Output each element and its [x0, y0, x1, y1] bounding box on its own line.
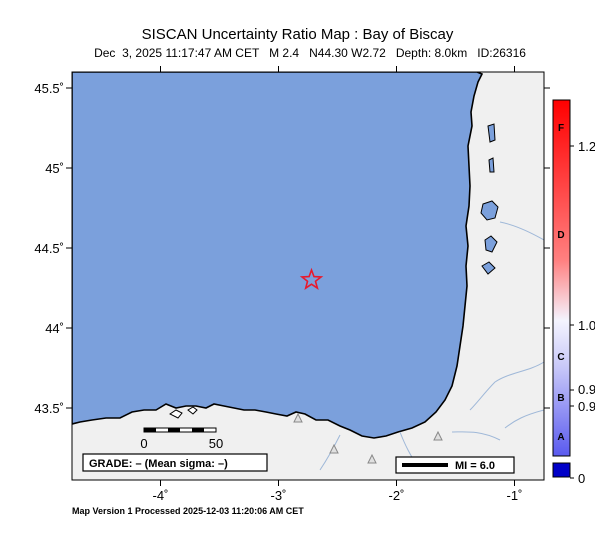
event-subtitle: Dec 3, 2025 11:17:47 AM CET M 2.4 N44.30… [0, 46, 595, 60]
longitude-label: -3˚ [271, 488, 287, 503]
longitude-labels: -4˚ -3˚ -2˚ -1˚ [153, 488, 523, 503]
grade-text: GRADE: – (Mean sigma: –) [89, 458, 228, 470]
estuary [487, 123, 496, 173]
grade-F: F [558, 123, 564, 134]
colorbar-value-1-2: 1.2 [578, 139, 595, 154]
scale-label-50: 50 [209, 436, 223, 451]
grade-C: C [557, 352, 564, 363]
grade-box: GRADE: – (Mean sigma: –) [82, 453, 268, 472]
sea-area [72, 72, 484, 439]
map-frame [71, 71, 545, 481]
latitude-labels: 45.5˚ 45˚ 44.5˚ 44˚ 43.5˚ [34, 81, 64, 416]
longitude-label: -4˚ [153, 488, 169, 503]
map-frame-ticks [66, 66, 550, 486]
latitude-label: 43.5˚ [34, 401, 64, 416]
map-title: SISCAN Uncertainty Ratio Map : Bay of Bi… [141, 26, 454, 43]
latitude-label: 44˚ [45, 321, 64, 336]
colorbar-min-block [552, 462, 571, 478]
station-markers [293, 412, 443, 464]
colorbar-ticks [570, 145, 574, 479]
event-magnitude: M 2.4 [269, 46, 300, 60]
rivers [319, 221, 544, 471]
latitude-label: 45˚ [45, 161, 64, 176]
latitude-label: 44.5˚ [34, 241, 64, 256]
scale-bar: 0 50 [140, 427, 223, 451]
scale-label-0: 0 [140, 436, 147, 451]
colorbar-gradient [552, 99, 571, 457]
epicenter-star [299, 267, 324, 290]
map-footer: Map Version 1 Processed 2025-12-03 11:20… [72, 506, 304, 516]
colorbar-value-0: 0 [578, 471, 585, 486]
lagoon-small [484, 235, 498, 253]
colorbar-value-0-9b: 0.9 [578, 399, 595, 414]
lagoon-south [481, 261, 496, 275]
event-id: ID:26316 [477, 46, 526, 60]
north-coast-islands [169, 406, 198, 419]
lagoon-arcachon [480, 200, 499, 221]
grade-B: B [557, 393, 564, 404]
event-depth: Depth: 8.0km [395, 46, 468, 60]
mi-text: MI = 6.0 [455, 460, 495, 472]
event-time: 11:17:47 AM CET [165, 46, 260, 60]
longitude-label: -1˚ [507, 488, 523, 503]
colorbar: F D C B A 1.2 1.0 0.9 0.9 0 [552, 99, 595, 486]
colorbar-value-1-0: 1.0 [578, 318, 595, 333]
latitude-label: 45.5˚ [34, 81, 64, 96]
event-date: Dec 3, 2025 [94, 46, 163, 60]
event-location: N44.30 W2.72 [309, 46, 386, 60]
mi-box: MI = 6.0 [395, 456, 515, 474]
grade-A: A [557, 432, 564, 443]
grade-D: D [557, 230, 564, 241]
longitude-label: -2˚ [389, 488, 405, 503]
colorbar-value-0-9a: 0.9 [578, 382, 595, 397]
